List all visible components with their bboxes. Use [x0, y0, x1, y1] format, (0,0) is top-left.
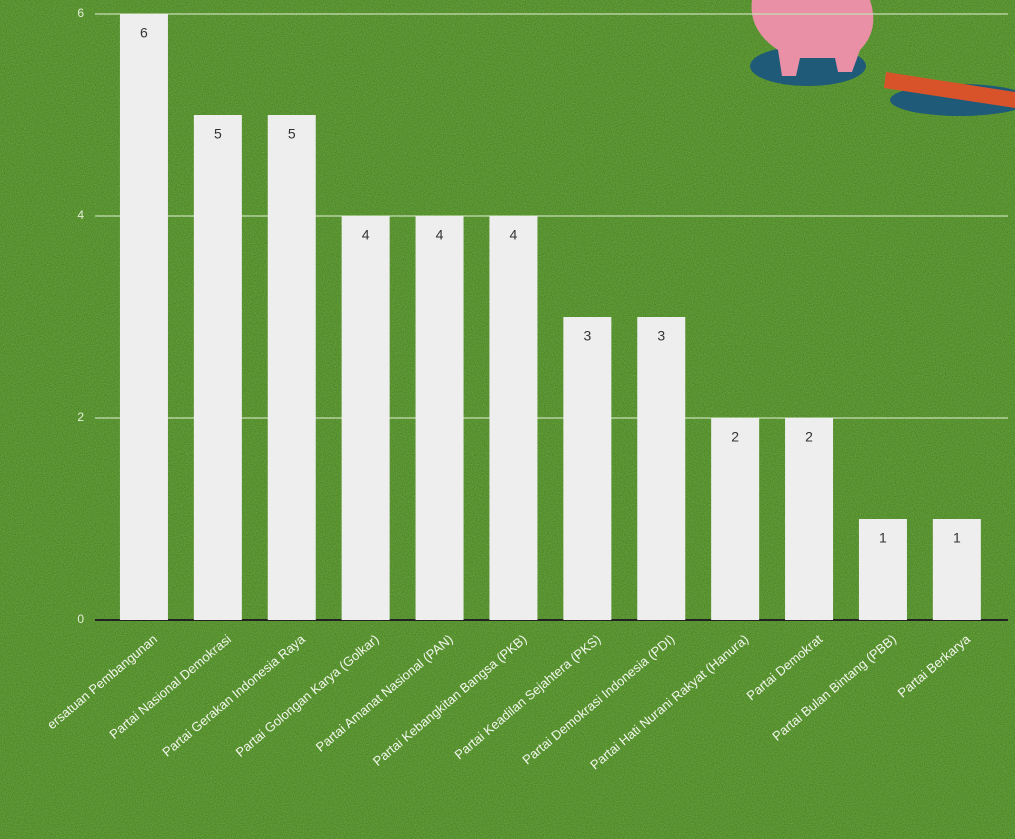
data-label: 2 — [731, 429, 739, 445]
bar — [563, 317, 612, 620]
data-label: 4 — [510, 227, 518, 243]
bar — [932, 519, 981, 620]
data-label: 5 — [288, 126, 296, 142]
bar — [341, 216, 390, 620]
bar — [267, 115, 316, 620]
bar — [637, 317, 686, 620]
y-tick-label: 4 — [77, 208, 84, 222]
decoration — [750, 0, 1015, 116]
data-label: 1 — [953, 530, 961, 546]
data-label: 4 — [436, 227, 444, 243]
y-tick-label: 2 — [77, 410, 84, 424]
y-tick-label: 0 — [77, 612, 84, 626]
data-label: 3 — [583, 328, 591, 344]
data-label: 3 — [657, 328, 665, 344]
bar — [119, 14, 168, 620]
bar — [785, 418, 834, 620]
bar — [489, 216, 538, 620]
data-label: 5 — [214, 126, 222, 142]
data-label: 6 — [140, 25, 148, 41]
bar — [193, 115, 242, 620]
data-label: 4 — [362, 227, 370, 243]
y-tick-label: 6 — [77, 6, 84, 20]
bar — [415, 216, 464, 620]
data-label: 1 — [879, 530, 887, 546]
bar — [711, 418, 760, 620]
bar — [858, 519, 907, 620]
data-label: 2 — [805, 429, 813, 445]
